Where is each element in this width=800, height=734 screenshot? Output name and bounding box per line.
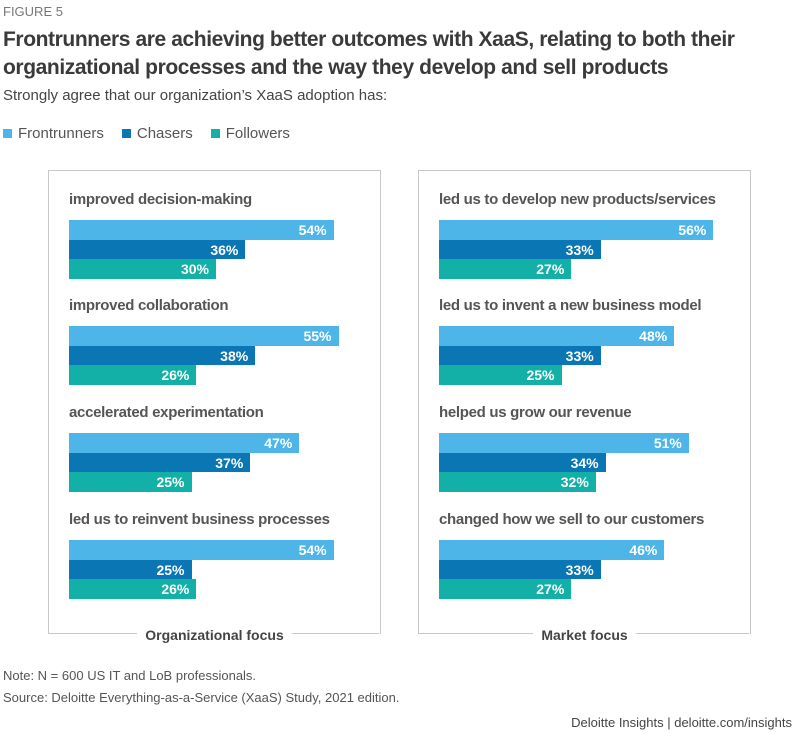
legend: Frontrunners Chasers Followers xyxy=(3,125,290,142)
bar-followers: 25% xyxy=(439,365,562,385)
bar-frontrunners: 48% xyxy=(439,326,675,346)
bar-frontrunners: 54% xyxy=(69,540,334,560)
bar-followers: 32% xyxy=(439,472,596,492)
bar-frontrunners: 56% xyxy=(439,220,714,240)
bar-followers: 26% xyxy=(69,365,197,385)
panel-market: Market focus led us to develop new produc… xyxy=(418,170,751,643)
category-label: improved collaboration xyxy=(69,297,229,314)
bar-followers: 27% xyxy=(439,579,572,599)
bar-chasers: 33% xyxy=(439,559,601,579)
bar-chasers: 38% xyxy=(69,345,256,365)
legend-item: Followers xyxy=(210,125,290,142)
bar-frontrunners: 54% xyxy=(69,220,334,240)
chart-title: Frontrunners are achieving better outcom… xyxy=(3,28,735,79)
bar-frontrunners: 46% xyxy=(439,540,665,560)
bar-followers: 26% xyxy=(69,579,197,599)
legend-label: Followers xyxy=(225,125,290,142)
legend-item: Frontrunners xyxy=(3,125,104,142)
bar-followers: 25% xyxy=(69,472,192,492)
bar-frontrunners: 47% xyxy=(69,433,300,453)
figure-label: FIGURE 5 xyxy=(3,4,63,19)
legend-item: Chasers xyxy=(121,125,193,142)
panel-title: Organizational focus xyxy=(137,627,292,643)
legend-swatch xyxy=(210,129,220,138)
bar-chasers: 33% xyxy=(439,345,601,365)
bar-chasers: 33% xyxy=(439,239,601,259)
category-label: helped us grow our revenue xyxy=(439,404,632,421)
brand-credit: Deloitte Insights | deloitte.com/insight… xyxy=(571,715,792,730)
legend-label: Chasers xyxy=(136,125,193,142)
bar-followers: 30% xyxy=(69,259,216,279)
category-label: led us to reinvent business processes xyxy=(69,511,330,528)
panel-organizational: Organizational focus improved decision-ma… xyxy=(48,170,381,643)
note: Note: N = 600 US IT and LoB professional… xyxy=(3,668,257,683)
legend-swatch xyxy=(3,129,12,138)
legend-swatch xyxy=(121,129,131,138)
bar-frontrunners: 51% xyxy=(439,433,689,453)
legend-label: Frontrunners xyxy=(18,125,104,142)
category-label: changed how we sell to our customers xyxy=(439,511,705,528)
category-label: accelerated experimentation xyxy=(69,404,264,421)
chart-subtitle: Strongly agree that our organization’s X… xyxy=(3,87,388,104)
bar-chasers: 36% xyxy=(69,239,246,259)
category-label: improved decision-making xyxy=(69,191,252,208)
category-label: led us to invent a new business model xyxy=(439,297,702,314)
bar-frontrunners: 55% xyxy=(69,326,339,346)
category-label: led us to develop new products/services xyxy=(439,191,716,208)
bar-followers: 27% xyxy=(439,259,572,279)
bar-chasers: 37% xyxy=(69,452,251,472)
bar-chasers: 34% xyxy=(439,452,606,472)
source: Source: Deloitte Everything-as-a-Service… xyxy=(3,690,400,705)
bar-chasers: 25% xyxy=(69,559,192,579)
panel-title: Market focus xyxy=(533,627,636,643)
